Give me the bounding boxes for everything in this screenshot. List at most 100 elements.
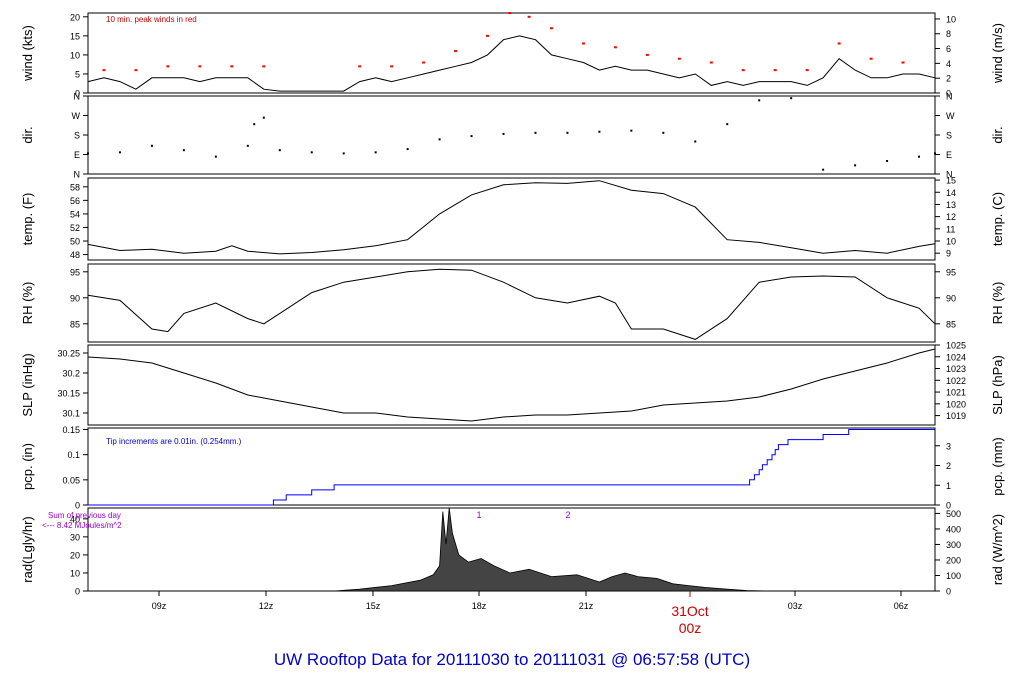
y-axis-label-right: rad (W/m^2) (990, 514, 1005, 585)
y-tick-label-right: N (946, 92, 953, 102)
y-tick-label: 90 (70, 293, 80, 303)
y-tick-label: 58 (70, 182, 80, 192)
peak-wind-point (166, 65, 170, 68)
x-date-label: 31Oct (671, 603, 708, 619)
y-axis-label-right: temp. (C) (990, 192, 1005, 246)
y-tick-label: 15 (70, 31, 80, 41)
data-point (438, 138, 441, 141)
y-tick-label-right: 9 (946, 249, 951, 259)
peak-wind-point (508, 12, 512, 14)
y-axis-label: pcp. (in) (20, 443, 35, 490)
data-point (918, 155, 921, 158)
y-tick-label-right: 2 (946, 74, 951, 84)
data-point (253, 123, 256, 126)
y-tick-label-right: S (946, 131, 952, 141)
y-tick-label: 0.15 (62, 425, 80, 435)
y-tick-label: 30.2 (62, 369, 80, 379)
y-tick-label: 5 (75, 69, 80, 79)
y-tick-label-right: 13 (946, 200, 956, 210)
y-tick-label: 10 (70, 50, 80, 60)
peak-wind-point (805, 69, 809, 72)
data-point (790, 97, 793, 100)
panel-frame (87, 263, 936, 343)
y-axis-label: wind (kts) (20, 25, 35, 82)
y-tick-label: 20 (70, 550, 80, 560)
data-point (246, 144, 249, 147)
y-tick-label-right: 15 (946, 176, 956, 186)
y-tick-label-right: 14 (946, 188, 956, 198)
y-tick-label: 54 (70, 209, 80, 219)
y-tick-label-right: 11 (946, 224, 955, 234)
y-axis-label-right: wind (m/s) (990, 23, 1005, 84)
y-axis-label-right: pcp. (mm) (990, 437, 1005, 496)
y-tick-label-right: W (946, 111, 955, 121)
y-axis-label-right: RH (%) (990, 282, 1005, 325)
panel-frame (87, 427, 936, 506)
x-tick-label: 03z (788, 601, 803, 611)
y-tick-label-right: 100 (946, 571, 961, 581)
y-tick-label: 0 (75, 89, 80, 99)
panel-3: 48 50 52 54 56 58 9 10 11 12 13 14 15 temp. (F) temp. … (20, 176, 1005, 261)
peak-wind-point (390, 65, 394, 68)
y-tick-label: 0 (75, 587, 80, 597)
radiation-annotation: Sum of previous day (48, 511, 121, 520)
y-tick-label-right: 500 (946, 509, 961, 519)
y-tick-label: 0.05 (62, 475, 80, 485)
y-tick-label: 85 (70, 319, 80, 329)
data-point (854, 164, 857, 167)
y-tick-label-right: N (946, 170, 953, 180)
peak-wind-point (709, 61, 713, 64)
y-axis-label-right: SLP (hPa) (990, 355, 1005, 415)
data-point (694, 140, 697, 143)
peak-wind-point (358, 65, 362, 68)
x-tick-label: 06z (894, 601, 909, 611)
data-point (342, 152, 345, 155)
peak-wind-point (134, 69, 138, 72)
y-tick-label: 30.25 (57, 349, 80, 359)
y-tick-label-right: 1023 (946, 364, 966, 374)
peak-wind-point (527, 15, 531, 18)
y-tick-label: 30.1 (62, 409, 80, 419)
x-tick-label: 09z (152, 601, 167, 611)
data-point (598, 130, 601, 133)
data-point (534, 131, 537, 134)
y-tick-label-right: 0 (946, 587, 951, 597)
data-point (758, 99, 761, 102)
panel-frame (87, 344, 936, 426)
peak-wind-point (901, 61, 905, 64)
series-line (87, 35, 936, 92)
panel-annotation: Tip increments are 0.01in. (0.254mm.) (106, 437, 242, 446)
data-point (406, 148, 409, 151)
data-point (310, 151, 313, 154)
y-axis-label: dir. (20, 126, 35, 143)
y-tick-label-right: 1020 (946, 399, 966, 409)
peak-wind-point (262, 65, 266, 68)
y-tick-label: 0 (75, 501, 80, 511)
panel-6: 0 0.05 0.1 0.15 0 1 2 3 pcp. (in) pcp. (mm) Tip in… (20, 425, 1005, 510)
series-line (87, 348, 936, 422)
y-tick-label-right: 95 (946, 267, 956, 277)
data-point (886, 160, 889, 162)
y-tick-label: N (74, 92, 81, 102)
data-point (502, 132, 505, 135)
y-tick-label: 10 (70, 568, 80, 578)
y-tick-label-right: 8 (946, 29, 951, 39)
y-tick-label: 52 (70, 223, 80, 233)
peak-wind-point (613, 46, 617, 49)
peak-wind-point (581, 42, 585, 45)
x-date-time-label: 00z (679, 620, 702, 636)
y-axis-label-right: dir. (990, 126, 1005, 143)
peak-wind-point (773, 69, 777, 72)
y-tick-label-right: 10 (946, 14, 956, 24)
data-point (662, 131, 665, 134)
series-line (87, 268, 936, 340)
panel-annotation: 10 min. peak winds in red (106, 15, 197, 24)
data-point (374, 151, 377, 154)
data-point (630, 129, 633, 132)
y-tick-label: 20 (70, 12, 80, 22)
peak-wind-point (677, 57, 681, 60)
panel-frame (87, 12, 936, 94)
